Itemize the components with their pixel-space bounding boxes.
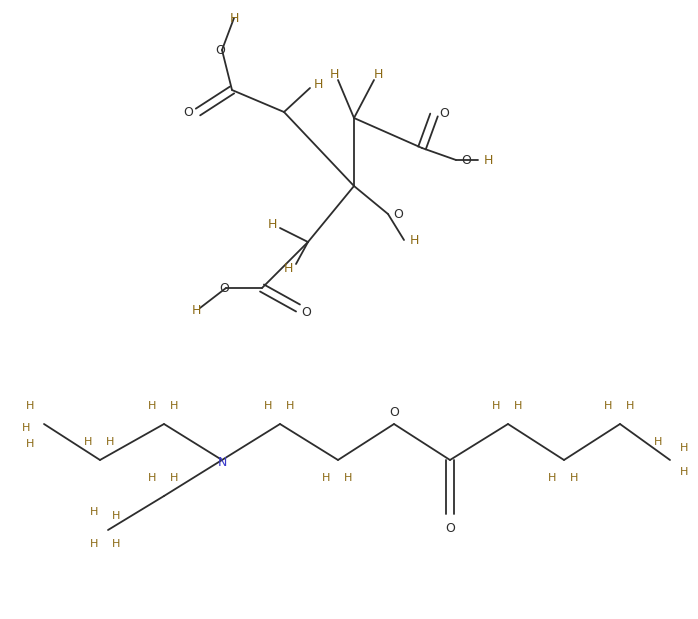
Text: H: H bbox=[170, 401, 178, 411]
Text: H: H bbox=[626, 401, 634, 411]
Text: H: H bbox=[112, 539, 120, 549]
Text: H: H bbox=[90, 539, 98, 549]
Text: H: H bbox=[604, 401, 612, 411]
Text: O: O bbox=[219, 282, 229, 295]
Text: H: H bbox=[84, 437, 92, 447]
Text: H: H bbox=[267, 217, 276, 230]
Text: H: H bbox=[514, 401, 522, 411]
Text: H: H bbox=[329, 67, 339, 80]
Text: N: N bbox=[217, 456, 227, 469]
Text: H: H bbox=[570, 473, 578, 483]
Text: O: O bbox=[301, 306, 311, 319]
Text: H: H bbox=[26, 439, 34, 449]
Text: H: H bbox=[680, 443, 688, 453]
Text: H: H bbox=[264, 401, 272, 411]
Text: O: O bbox=[461, 154, 471, 167]
Text: H: H bbox=[170, 473, 178, 483]
Text: O: O bbox=[393, 207, 403, 220]
Text: H: H bbox=[90, 507, 98, 517]
Text: H: H bbox=[654, 437, 662, 447]
Text: H: H bbox=[409, 233, 419, 246]
Text: H: H bbox=[230, 12, 239, 25]
Text: H: H bbox=[322, 473, 330, 483]
Text: H: H bbox=[548, 473, 556, 483]
Text: H: H bbox=[344, 473, 352, 483]
Text: H: H bbox=[148, 473, 156, 483]
Text: H: H bbox=[106, 437, 114, 447]
Text: H: H bbox=[283, 261, 292, 274]
Text: H: H bbox=[373, 67, 383, 80]
Text: H: H bbox=[492, 401, 500, 411]
Text: O: O bbox=[389, 405, 399, 418]
Text: H: H bbox=[26, 401, 34, 411]
Text: H: H bbox=[285, 401, 294, 411]
Text: O: O bbox=[183, 105, 193, 118]
Text: O: O bbox=[445, 521, 455, 534]
Text: H: H bbox=[22, 423, 30, 433]
Text: H: H bbox=[680, 467, 688, 477]
Text: O: O bbox=[439, 106, 449, 119]
Text: H: H bbox=[313, 77, 322, 90]
Text: H: H bbox=[191, 303, 201, 316]
Text: H: H bbox=[112, 511, 120, 521]
Text: O: O bbox=[215, 43, 225, 56]
Text: H: H bbox=[483, 154, 493, 167]
Text: H: H bbox=[148, 401, 156, 411]
